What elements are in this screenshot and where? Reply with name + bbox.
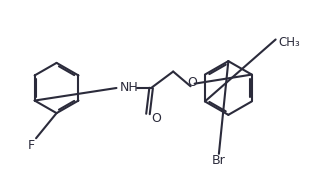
Text: O: O bbox=[151, 112, 161, 125]
Text: Br: Br bbox=[212, 154, 226, 167]
Text: O: O bbox=[187, 76, 197, 89]
Text: CH₃: CH₃ bbox=[279, 36, 301, 49]
Text: NH: NH bbox=[120, 81, 138, 95]
Text: F: F bbox=[28, 139, 35, 152]
